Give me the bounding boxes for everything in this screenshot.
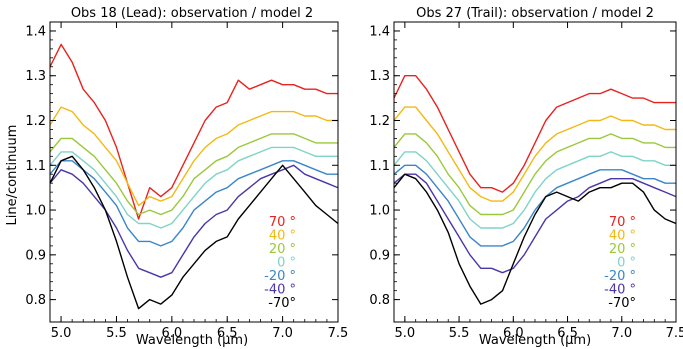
x-tick-label: 6.0 bbox=[503, 326, 524, 341]
legend-entry-2: 20 ° bbox=[269, 242, 296, 257]
legend-entry-0: 70 ° bbox=[269, 215, 296, 230]
series-line-4 bbox=[50, 160, 338, 247]
y-tick-label: 1.1 bbox=[25, 159, 46, 174]
x-tick-label: 5.5 bbox=[106, 326, 127, 341]
y-tick-label: 0.9 bbox=[369, 248, 390, 263]
series-line-6 bbox=[50, 155, 338, 310]
series-line-3 bbox=[50, 146, 338, 229]
series-layer bbox=[50, 43, 338, 310]
y-tick-label: 1.2 bbox=[25, 114, 46, 129]
legend-entry-1: 40 ° bbox=[609, 229, 636, 244]
series-line-6 bbox=[394, 173, 676, 305]
legend-entry-6: -70° bbox=[268, 296, 296, 311]
series-line-1 bbox=[50, 106, 338, 207]
y-tick-label: 0.8 bbox=[25, 293, 46, 308]
legend-entry-1: 40 ° bbox=[269, 229, 296, 244]
x-tick-label: 5.5 bbox=[449, 326, 470, 341]
series-line-3 bbox=[394, 151, 676, 229]
series-line-0 bbox=[50, 43, 338, 220]
x-tick-label: 5.0 bbox=[51, 326, 72, 341]
series-line-1 bbox=[394, 106, 676, 202]
y-tick-label: 0.9 bbox=[25, 248, 46, 263]
plot-frame bbox=[49, 21, 339, 323]
panel-obs-18: Obs 18 (Lead): observation / model 2 Lin… bbox=[5, 6, 348, 348]
x-tick-label: 6.0 bbox=[162, 326, 183, 341]
x-tick-label: 7.0 bbox=[272, 326, 293, 341]
legend-entry-6: -70° bbox=[608, 296, 636, 311]
series-line-0 bbox=[394, 74, 676, 193]
panel-title: Obs 27 (Trail): observation / model 2 bbox=[416, 6, 654, 21]
series-line-4 bbox=[394, 164, 676, 247]
series-line-2 bbox=[50, 133, 338, 216]
y-tick-label: 1.4 bbox=[25, 24, 46, 39]
legend-entry-5: -40 ° bbox=[264, 283, 296, 298]
plot-frame bbox=[393, 21, 677, 323]
x-tick-label: 6.5 bbox=[557, 326, 578, 341]
legend: 70 °40 °20 °0 °-20 °-40 °-70° bbox=[264, 215, 296, 311]
panel-title: Obs 18 (Lead): observation / model 2 bbox=[71, 6, 313, 21]
series-layer bbox=[394, 74, 676, 305]
x-axis-label: Wavelength (µm) bbox=[479, 333, 591, 348]
legend-entry-3: 0 ° bbox=[617, 256, 636, 271]
legend-entry-2: 20 ° bbox=[609, 242, 636, 257]
x-tick-label: 7.5 bbox=[328, 326, 349, 341]
x-axis-label: Wavelength (µm) bbox=[136, 333, 248, 348]
legend-entry-0: 70 ° bbox=[609, 215, 636, 230]
y-axis-label: Line/continuum bbox=[5, 125, 20, 226]
x-tick-label: 5.0 bbox=[395, 326, 416, 341]
legend-entry-4: -20 ° bbox=[604, 269, 636, 284]
y-tick-label: 1.0 bbox=[25, 204, 46, 219]
ticks-layer: 5.0 5.5 6.0 6.5 7.0 7.5 0.8 0.9 1.0 1.1 1.2 1.3 1.4 bbox=[25, 22, 348, 341]
series-line-5 bbox=[394, 173, 676, 274]
y-tick-label: 1.3 bbox=[25, 69, 46, 84]
y-tick-label: 0.8 bbox=[369, 293, 390, 308]
x-tick-label: 7.5 bbox=[666, 326, 683, 341]
y-tick-label: 1.3 bbox=[369, 69, 390, 84]
y-tick-label: 1.4 bbox=[369, 24, 390, 39]
y-tick-label: 1.1 bbox=[369, 159, 390, 174]
panel-obs-27: Obs 27 (Trail): observation / model 2 Wa… bbox=[369, 6, 683, 348]
series-line-5 bbox=[50, 164, 338, 278]
y-tick-label: 1.0 bbox=[369, 204, 390, 219]
series-line-2 bbox=[394, 133, 676, 216]
x-tick-label: 6.5 bbox=[217, 326, 238, 341]
x-tick-label: 7.0 bbox=[611, 326, 632, 341]
legend-entry-3: 0 ° bbox=[277, 256, 296, 271]
legend-entry-5: -40 ° bbox=[604, 283, 636, 298]
legend: 70 °40 °20 °0 °-20 °-40 °-70° bbox=[604, 215, 636, 311]
legend-entry-4: -20 ° bbox=[264, 269, 296, 284]
y-tick-label: 1.2 bbox=[369, 114, 390, 129]
